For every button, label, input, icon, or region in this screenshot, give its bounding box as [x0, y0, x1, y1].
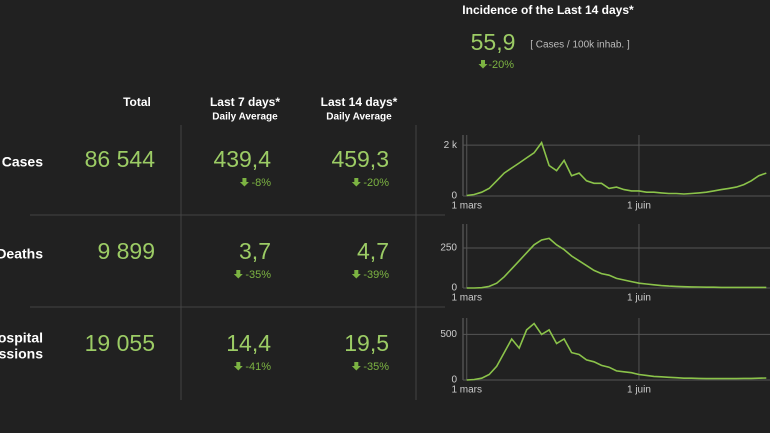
- average-value: 459,3: [331, 146, 389, 172]
- y-tick-label: 0: [451, 375, 457, 386]
- data-line: [466, 237, 767, 289]
- y-tick-label: 2 k: [444, 140, 458, 151]
- incidence-unit: [ Cases / 100k inhab. ]: [530, 40, 630, 51]
- average-value: 439,4: [213, 146, 271, 172]
- total-value: 86 544: [85, 146, 156, 172]
- change-value: -41%: [245, 361, 271, 373]
- average-value: 14,4: [226, 330, 271, 356]
- data-line: [466, 322, 767, 381]
- y-tick-label: 250: [440, 243, 457, 254]
- y-tick-label: 0: [451, 191, 457, 202]
- x-tick-label: 1 mars: [451, 293, 482, 304]
- down-arrow: [351, 362, 361, 371]
- x-tick-label: 1 juin: [627, 293, 651, 304]
- x-tick-label: 1 juin: [627, 201, 651, 212]
- average-value: 3,7: [239, 238, 271, 264]
- row-label: Deaths: [0, 246, 43, 262]
- total-value: 19 055: [85, 330, 155, 356]
- y-tick-label: 0: [451, 283, 457, 294]
- change-value: -35%: [245, 269, 271, 281]
- column-header: Last 14 days*: [321, 95, 398, 109]
- change-value: -35%: [363, 361, 389, 373]
- average-value: 19,5: [344, 330, 389, 356]
- down-arrow: [233, 270, 243, 279]
- incidence-change: -20%: [488, 59, 514, 71]
- change-value: -20%: [363, 177, 389, 189]
- column-header: Total: [123, 95, 151, 109]
- incidence-title: Incidence of the Last 14 days*: [462, 3, 634, 17]
- y-tick-label: 500: [440, 329, 457, 340]
- column-subheader: Daily Average: [212, 112, 278, 123]
- x-tick-label: 1 mars: [451, 385, 482, 396]
- x-tick-label: 1 juin: [627, 385, 651, 396]
- column-header: Last 7 days*: [210, 95, 280, 109]
- column-subheader: Daily Average: [326, 112, 392, 123]
- total-value: 9 899: [97, 238, 155, 264]
- down-arrow: [233, 362, 243, 371]
- row-label: issions: [0, 346, 43, 362]
- data-line: [466, 140, 767, 197]
- down-arrow: [351, 270, 361, 279]
- down-arrow: [478, 60, 488, 69]
- row-label: ospital: [0, 330, 43, 346]
- change-value: -39%: [363, 269, 389, 281]
- x-tick-label: 1 mars: [451, 201, 482, 212]
- down-arrow: [239, 178, 249, 187]
- row-label: Cases: [2, 154, 43, 170]
- change-value: -8%: [251, 177, 271, 189]
- incidence-value: 55,9: [471, 29, 516, 55]
- down-arrow: [351, 178, 361, 187]
- average-value: 4,7: [357, 238, 389, 264]
